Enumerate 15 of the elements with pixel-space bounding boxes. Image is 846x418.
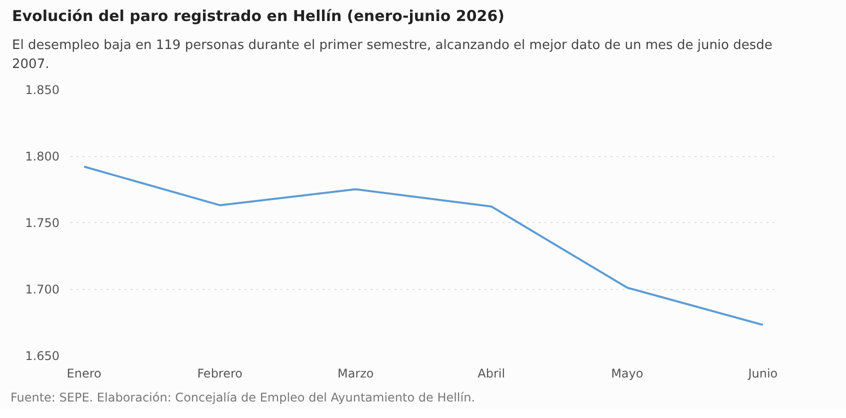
y-tick-label: 1.650 bbox=[25, 348, 60, 363]
y-tick-label: 1.850 bbox=[25, 82, 60, 97]
x-tick-label: Enero bbox=[66, 366, 102, 380]
x-tick-label: Mayo bbox=[611, 366, 644, 380]
x-tick-label: Febrero bbox=[197, 366, 243, 380]
x-tick-label: Abril bbox=[478, 366, 506, 380]
y-tick-label: 1.750 bbox=[25, 216, 60, 230]
x-tick-label: Junio bbox=[747, 366, 778, 380]
source-note: Fuente: SEPE. Elaboración: Concejalía de Empleo del Ayuntamiento de Hellín. bbox=[10, 390, 476, 404]
x-tick-label: Marzo bbox=[337, 366, 374, 380]
chart-title: Evolución del paro registrado en Hellín (enero-junio 2026) bbox=[12, 6, 504, 27]
chart-subtitle: El desempleo baja en 119 personas durante el primer semestre, alcanzando el mejor dato de un mes de junio desde 2007. bbox=[12, 37, 774, 74]
y-tick-label: 1.800 bbox=[25, 149, 60, 164]
y-tick-label: 1.700 bbox=[25, 282, 60, 296]
line-series bbox=[83, 165, 764, 326]
